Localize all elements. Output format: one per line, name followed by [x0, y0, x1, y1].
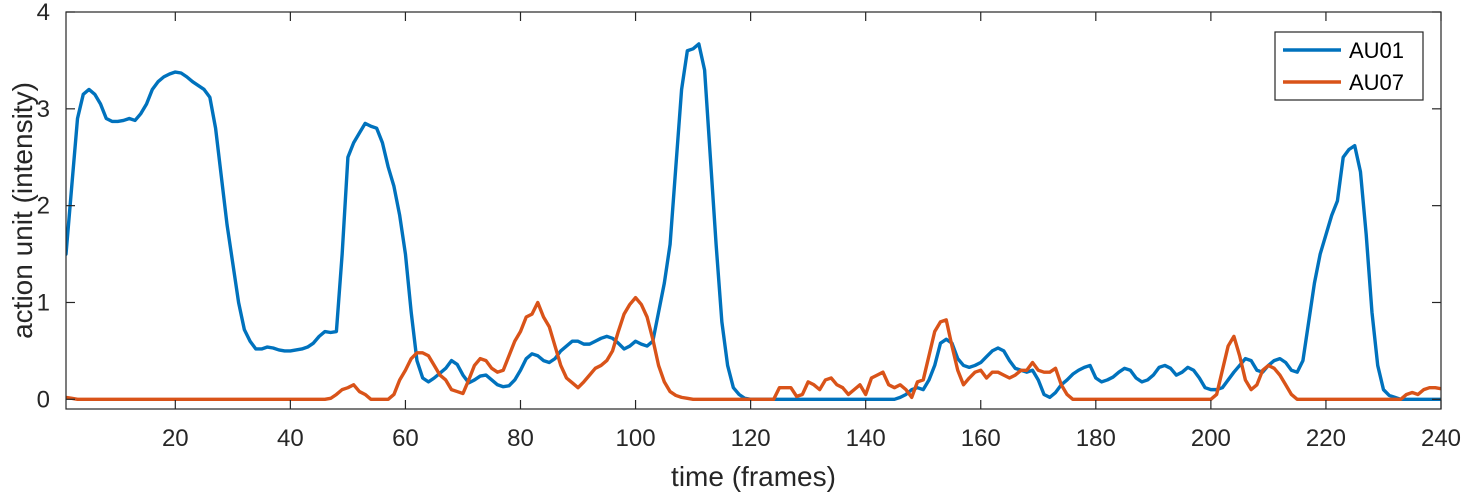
legend: AU01 AU07 [1274, 31, 1424, 101]
y-tick-label: 0 [37, 386, 50, 413]
x-tick-label: 40 [277, 425, 304, 452]
x-tick-label: 120 [731, 425, 771, 452]
x-tick-label: 160 [961, 425, 1001, 452]
x-tick-label: 20 [162, 425, 189, 452]
x-tick-label: 240 [1421, 425, 1461, 452]
x-tick-label: 200 [1191, 425, 1231, 452]
series-line-au07 [66, 295, 1441, 402]
legend-label-au01: AU01 [1349, 38, 1404, 63]
x-tick-label: 180 [1076, 425, 1116, 452]
axes-background [66, 12, 1441, 409]
y-tick-label: 2 [37, 193, 50, 220]
y-axis-label: action unit (intensity) [7, 82, 38, 339]
series-line-au01 [66, 42, 1441, 402]
ticks-group: 20 40 60 80 100 120 140 160 180 200 220 240 0 1 2 3 4 [37, 0, 1461, 452]
legend-box [1274, 31, 1424, 101]
y-tick-label: 3 [37, 96, 50, 123]
y-tick-label: 1 [37, 289, 50, 316]
legend-label-au07: AU07 [1349, 70, 1404, 95]
x-tick-label: 60 [392, 425, 419, 452]
series-group [66, 42, 1441, 402]
axes-frame [65, 11, 1442, 410]
x-tick-label: 100 [616, 425, 656, 452]
x-axis-label: time (frames) [671, 461, 836, 492]
y-tick-label: 4 [37, 0, 50, 26]
x-tick-label: 140 [846, 425, 886, 452]
x-tick-label: 220 [1306, 425, 1346, 452]
x-tick-label: 80 [507, 425, 534, 452]
plot-area: 20 40 60 80 100 120 140 160 180 200 220 240 0 1 2 3 4 [37, 0, 1461, 452]
